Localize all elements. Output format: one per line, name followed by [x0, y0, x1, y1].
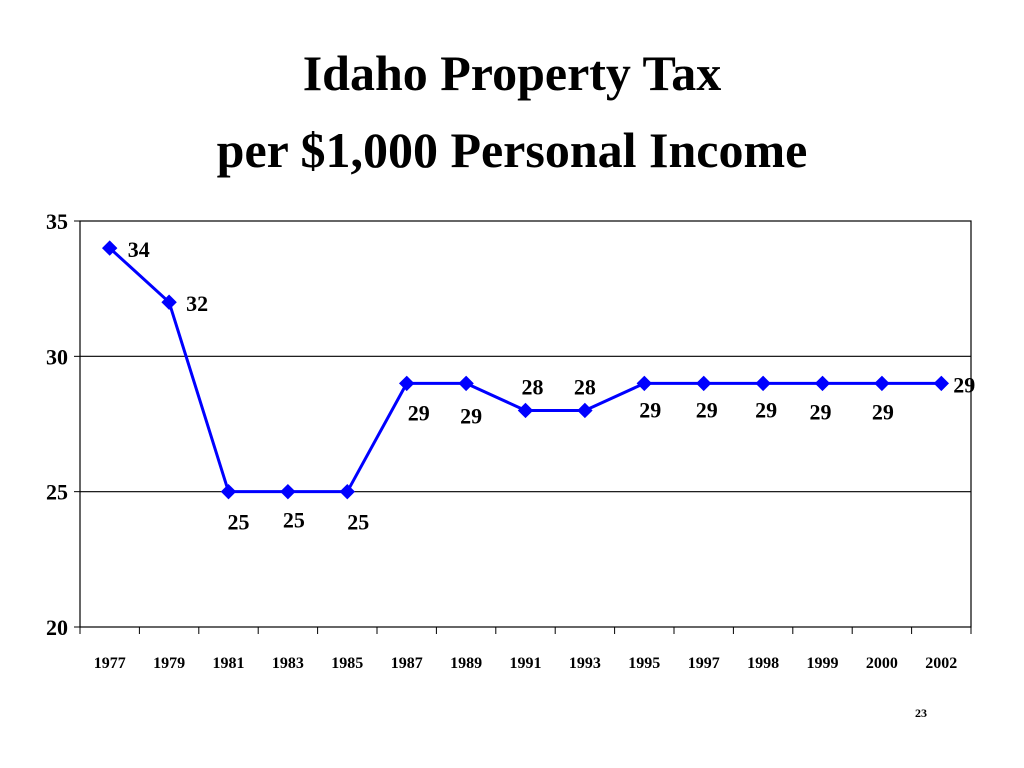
data-point-marker — [933, 375, 950, 392]
data-point-marker — [695, 375, 712, 392]
data-point-marker — [517, 402, 534, 419]
x-tick-label: 1993 — [569, 655, 601, 672]
data-label: 28 — [574, 374, 596, 399]
x-tick-label: 1995 — [628, 655, 660, 672]
data-point-marker — [458, 375, 474, 392]
x-tick-label: 1981 — [213, 655, 245, 672]
data-label: 29 — [639, 397, 661, 422]
data-point-marker — [398, 375, 415, 392]
data-point-marker — [220, 483, 237, 500]
data-label: 25 — [347, 510, 369, 535]
chart-title-line-2: per $1,000 Personal Income — [216, 122, 808, 178]
data-label: 29 — [408, 400, 430, 425]
x-tick-label: 1991 — [510, 655, 542, 672]
y-tick-label: 35 — [46, 209, 68, 234]
y-tick-label: 20 — [46, 615, 68, 640]
data-point-marker — [280, 483, 296, 500]
plot-area-frame — [79, 220, 972, 628]
x-tick-label: 1989 — [450, 655, 482, 672]
data-point-marker — [101, 240, 118, 256]
data-label: 34 — [128, 237, 150, 262]
x-tick-label: 1987 — [391, 655, 423, 672]
y-tick-label: 25 — [46, 480, 68, 505]
data-point-marker — [577, 402, 593, 419]
x-tick-label: 1979 — [153, 655, 185, 672]
data-point-marker — [161, 294, 177, 310]
data-label: 32 — [186, 291, 208, 316]
data-label: 29 — [696, 397, 718, 422]
data-point-marker — [755, 375, 771, 392]
series-line — [108, 246, 942, 494]
data-label: 29 — [953, 372, 975, 397]
data-label: 25 — [283, 508, 305, 533]
y-tick-label: 30 — [46, 344, 68, 369]
data-label: 29 — [872, 399, 894, 424]
data-point-marker — [339, 483, 356, 500]
data-point-marker — [814, 375, 831, 392]
x-tick-label: 1998 — [747, 655, 779, 672]
x-tick-label: 1999 — [807, 655, 839, 672]
x-tick-label: 2002 — [925, 655, 957, 672]
data-label: 29 — [460, 403, 482, 428]
data-label: 29 — [755, 397, 777, 422]
x-tick-label: 1997 — [688, 655, 720, 672]
x-tick-label: 1985 — [331, 655, 363, 672]
x-tick-label: 1983 — [272, 655, 304, 672]
data-label: 28 — [522, 374, 544, 399]
data-point-marker — [874, 375, 890, 392]
x-tick-label: 1977 — [94, 655, 126, 672]
x-tick-label: 2000 — [866, 655, 898, 672]
data-label: 29 — [810, 399, 832, 424]
page-number: 23 — [915, 706, 927, 720]
data-label: 25 — [228, 510, 250, 535]
chart-title-line-1: Idaho Property Tax — [302, 45, 722, 101]
data-point-marker — [636, 375, 653, 392]
